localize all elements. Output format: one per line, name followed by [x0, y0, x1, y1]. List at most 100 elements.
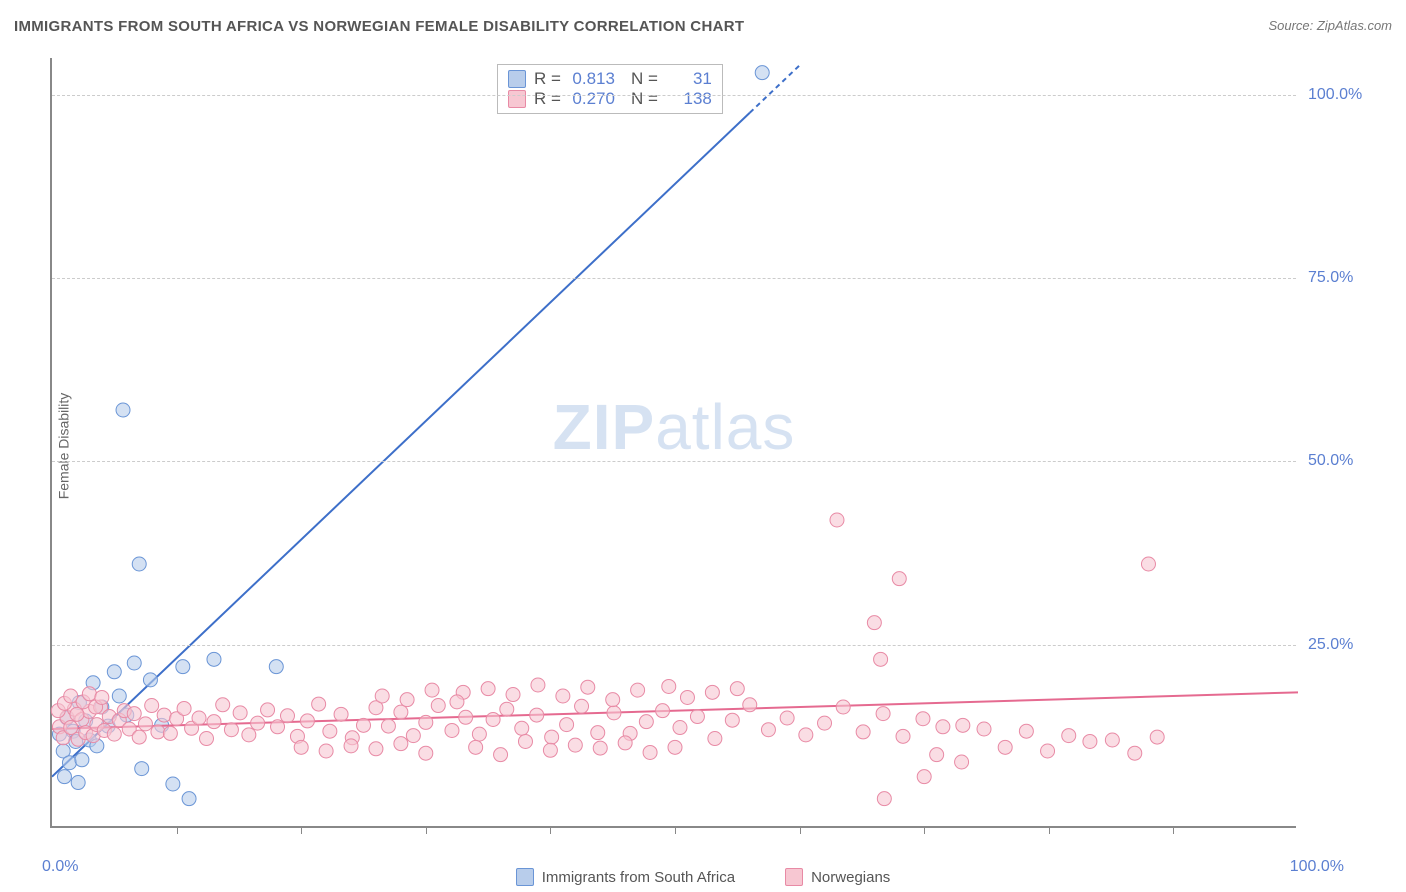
data-point-no — [743, 698, 757, 712]
data-point-sa — [57, 770, 71, 784]
data-point-no — [593, 741, 607, 755]
data-point-no — [82, 687, 96, 701]
data-point-sa — [143, 673, 157, 687]
data-point-no — [877, 792, 891, 806]
data-point-no — [233, 706, 247, 720]
data-point-no — [138, 717, 152, 731]
data-point-no — [818, 716, 832, 730]
data-point-no — [271, 720, 285, 734]
data-point-no — [70, 707, 84, 721]
data-point-no — [419, 715, 433, 729]
data-point-no — [998, 740, 1012, 754]
data-point-no — [251, 716, 265, 730]
legend-item: Norwegians — [785, 868, 890, 886]
data-point-no — [856, 725, 870, 739]
data-point-sa — [182, 792, 196, 806]
x-tick — [177, 826, 178, 834]
data-point-no — [543, 743, 557, 757]
data-point-no — [581, 680, 595, 694]
data-point-no — [394, 737, 408, 751]
data-point-no — [518, 734, 532, 748]
data-point-sa — [166, 777, 180, 791]
gridline — [52, 645, 1296, 646]
data-point-no — [955, 755, 969, 769]
data-point-sa — [176, 660, 190, 674]
legend-swatch — [516, 868, 534, 886]
data-point-no — [1141, 557, 1155, 571]
data-point-no — [207, 715, 221, 729]
data-point-no — [400, 693, 414, 707]
data-point-no — [780, 711, 794, 725]
data-point-no — [892, 572, 906, 586]
stats-row-sa: R =0.813N =31 — [508, 69, 712, 89]
data-point-no — [280, 709, 294, 723]
data-point-no — [163, 726, 177, 740]
data-point-no — [224, 723, 238, 737]
data-point-no — [95, 690, 109, 704]
plot-area: ZIPatlas R =0.813N =31R =0.270N =138 25.… — [50, 58, 1296, 828]
plot-svg — [52, 58, 1296, 826]
r-value: 0.270 — [569, 89, 615, 109]
data-point-no — [643, 745, 657, 759]
data-point-no — [607, 706, 621, 720]
data-point-no — [531, 678, 545, 692]
data-point-no — [662, 679, 676, 693]
data-point-no — [618, 736, 632, 750]
data-point-no — [708, 732, 722, 746]
y-tick-label: 50.0% — [1308, 452, 1398, 470]
swatch-sa — [508, 70, 526, 88]
data-point-no — [344, 739, 358, 753]
data-point-no — [916, 712, 930, 726]
data-point-no — [673, 721, 687, 735]
y-tick-label: 25.0% — [1308, 636, 1398, 654]
data-point-no — [381, 719, 395, 733]
data-point-no — [560, 718, 574, 732]
data-point-no — [472, 727, 486, 741]
data-point-no — [132, 730, 146, 744]
data-point-no — [319, 744, 333, 758]
x-tick — [301, 826, 302, 834]
data-point-no — [1105, 733, 1119, 747]
data-point-no — [431, 699, 445, 713]
legend-label: Norwegians — [811, 869, 890, 886]
data-point-no — [481, 682, 495, 696]
data-point-sa — [207, 652, 221, 666]
data-point-no — [1083, 734, 1097, 748]
n-label: N = — [631, 69, 658, 89]
data-point-no — [157, 708, 171, 722]
data-point-no — [591, 726, 605, 740]
data-point-no — [459, 710, 473, 724]
data-point-sa — [112, 689, 126, 703]
data-point-no — [977, 722, 991, 736]
data-point-no — [177, 701, 191, 715]
y-tick-label: 75.0% — [1308, 269, 1398, 287]
data-point-no — [867, 616, 881, 630]
data-point-no — [656, 704, 670, 718]
data-point-sa — [132, 557, 146, 571]
data-point-no — [406, 729, 420, 743]
data-point-no — [761, 723, 775, 737]
data-point-no — [394, 705, 408, 719]
header-bar: IMMIGRANTS FROM SOUTH AFRICA VS NORWEGIA… — [14, 18, 1392, 42]
gridline — [52, 95, 1296, 96]
chart-title: IMMIGRANTS FROM SOUTH AFRICA VS NORWEGIA… — [14, 18, 744, 35]
data-point-no — [639, 715, 653, 729]
data-point-no — [1150, 730, 1164, 744]
data-point-no — [127, 707, 141, 721]
data-point-no — [145, 699, 159, 713]
data-point-no — [242, 728, 256, 742]
data-point-no — [506, 688, 520, 702]
data-point-no — [668, 740, 682, 754]
data-point-sa — [62, 756, 76, 770]
data-point-no — [606, 693, 620, 707]
data-point-no — [375, 689, 389, 703]
data-point-no — [575, 699, 589, 713]
data-point-no — [874, 652, 888, 666]
data-point-no — [1019, 724, 1033, 738]
data-point-no — [294, 740, 308, 754]
stats-row-no: R =0.270N =138 — [508, 89, 712, 109]
y-tick-label: 100.0% — [1308, 86, 1398, 104]
data-point-no — [200, 732, 214, 746]
data-point-no — [936, 720, 950, 734]
data-point-no — [930, 748, 944, 762]
